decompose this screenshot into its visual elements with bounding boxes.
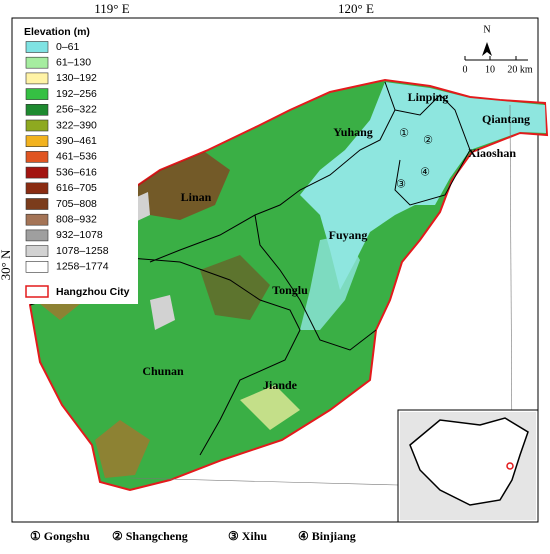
legend-label: 192–256 — [56, 88, 97, 100]
district-boundary — [394, 94, 471, 206]
mountains — [95, 420, 150, 478]
inset-connector — [509, 104, 513, 456]
lowland — [300, 235, 360, 330]
legend-swatch — [25, 135, 49, 147]
district-label: Yuhang — [333, 125, 373, 139]
legend-swatch — [25, 56, 49, 69]
legend-label: 130–192 — [56, 72, 97, 84]
scale-bar: N 0 10 20 km — [463, 24, 533, 75]
legend-swatch — [25, 104, 49, 116]
district-label: Qiantang — [482, 112, 530, 126]
inset-connector — [129, 477, 399, 486]
legend-label: 256–322 — [56, 104, 97, 116]
district-label: Xiaoshan — [468, 146, 516, 160]
district-label: Linping — [408, 90, 449, 104]
hangzhou-location — [506, 462, 514, 470]
legend-swatch — [25, 151, 49, 163]
lowland — [300, 82, 546, 290]
legend-box — [20, 22, 138, 304]
legend-swatch — [25, 119, 49, 132]
legend-label: 808–932 — [56, 213, 97, 225]
district-marker: ② — [423, 135, 433, 147]
legend-swatch — [25, 213, 49, 226]
district-label: Linan — [181, 190, 212, 204]
district-boundary — [149, 81, 396, 263]
legend-swatch — [25, 72, 49, 85]
district-marker: ① — [399, 128, 409, 140]
legend-title: Elevation (m) — [24, 26, 90, 38]
legend-swatch — [25, 245, 49, 257]
legend-label: 932–1078 — [56, 229, 103, 241]
north-arrow — [482, 42, 492, 56]
lat-label: 30° N — [0, 249, 13, 280]
legend-swatch — [25, 229, 49, 242]
district-marker: ③ — [396, 179, 406, 191]
legend-label: 705–808 — [56, 198, 97, 210]
legend-label: 322–390 — [56, 119, 97, 131]
lon-label: 119° E — [94, 1, 129, 16]
legend-swatch — [25, 88, 49, 100]
legend-label: 61–130 — [56, 56, 91, 68]
legend-swatch — [25, 198, 49, 210]
mountains — [130, 152, 230, 220]
valley — [240, 385, 300, 430]
district-label: Tonglu — [272, 283, 308, 297]
scale-label: 10 — [485, 64, 495, 75]
district-label: Chunan — [142, 364, 184, 378]
scale-label: 20 km — [507, 64, 533, 75]
district-marker: ④ — [420, 167, 430, 179]
legend-label: 0–61 — [56, 41, 80, 53]
legend-label: 1258–1774 — [56, 261, 109, 273]
legend-label: 1078–1258 — [56, 245, 109, 257]
key-label: ② Shangcheng — [112, 529, 188, 543]
mountains — [200, 255, 270, 320]
legend-swatch — [25, 166, 49, 179]
boundary-swatch — [25, 285, 49, 298]
legend-label: 390–461 — [56, 135, 97, 147]
legend-label: 616–705 — [56, 182, 97, 194]
district-boundary — [254, 214, 377, 351]
legend-label: 536–616 — [56, 166, 97, 178]
legend-swatch — [25, 41, 49, 53]
district-label: Fuyang — [329, 228, 368, 242]
peaks — [150, 295, 175, 330]
legend: Elevation (m) Hangzhou City — [20, 22, 138, 304]
key-label: ④ Binjiang — [298, 529, 356, 543]
china-outline — [409, 417, 529, 506]
boundary-label: Hangzhou City — [56, 286, 130, 298]
key-label: ① Gongshu — [30, 529, 90, 543]
legend-label: 461–536 — [56, 151, 97, 163]
inset — [129, 104, 539, 523]
north-label: N — [483, 24, 490, 35]
legend-swatch — [25, 260, 49, 273]
scale-label: 0 — [463, 64, 468, 75]
key-label: ③ Xihu — [228, 529, 267, 543]
lon-label: 120° E — [338, 1, 374, 16]
legend-swatch — [25, 182, 49, 195]
district-label: Jiande — [263, 378, 298, 392]
